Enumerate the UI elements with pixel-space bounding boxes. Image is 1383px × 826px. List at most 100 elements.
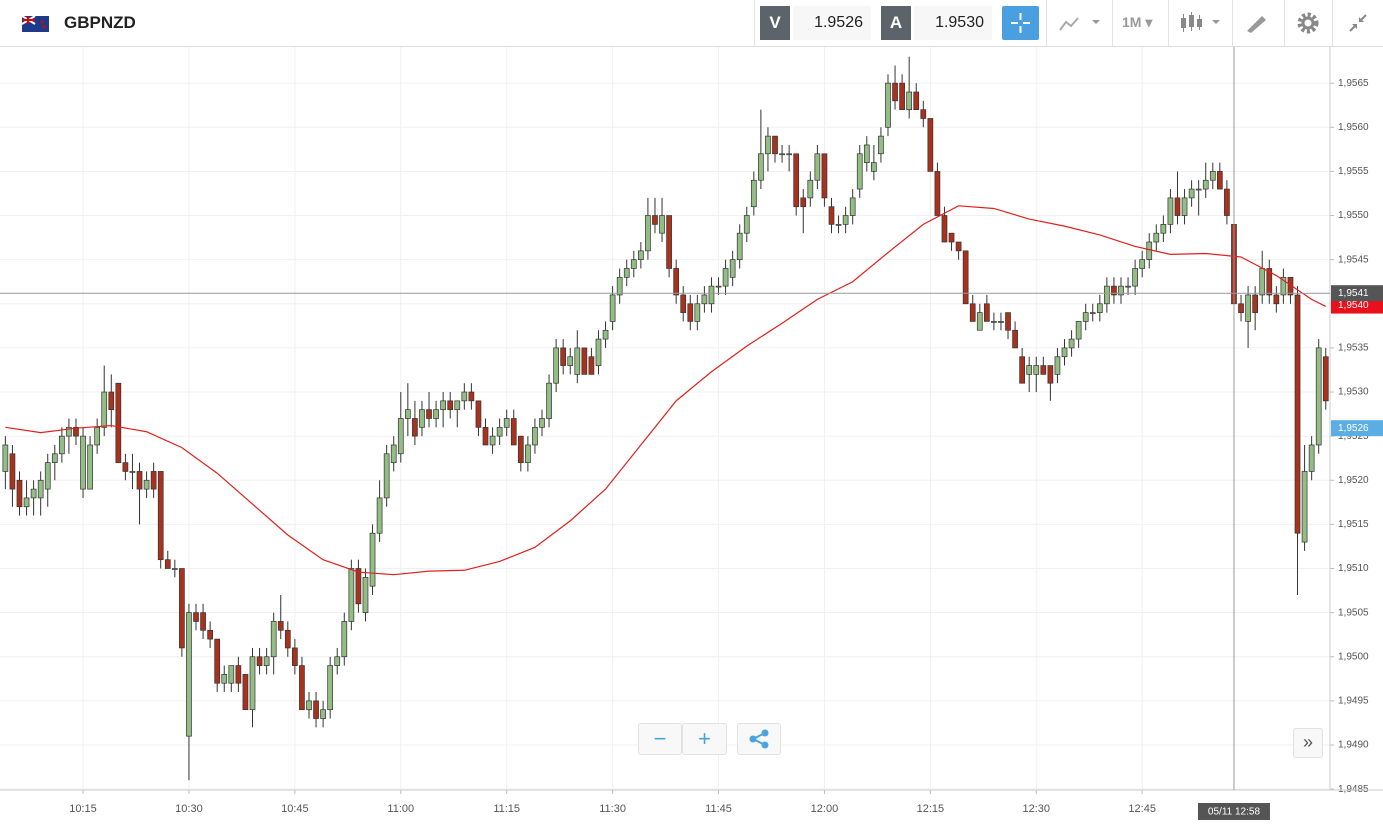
candle-body (1252, 294, 1259, 313)
candle-body (341, 621, 348, 658)
candle-body (758, 153, 764, 181)
candle-body (878, 135, 884, 155)
candle-body (955, 241, 962, 252)
candle-body (1202, 179, 1209, 190)
candle-body (779, 153, 785, 156)
y-tick-label: 1,9490 (1338, 740, 1369, 751)
candle-body (729, 259, 736, 278)
chart-type-button[interactable] (1056, 10, 1106, 36)
candle-body (376, 497, 383, 534)
candle-body (1315, 347, 1322, 446)
crosshair-time-box (1197, 803, 1270, 820)
x-tick-label: 11:00 (387, 803, 414, 815)
y-tick-label: 1,9560 (1338, 122, 1369, 133)
candle-body (772, 135, 778, 155)
scroll-latest-button[interactable]: » (1293, 728, 1323, 758)
candle-body (807, 179, 814, 199)
candle-body (242, 674, 249, 711)
candle-body (765, 135, 771, 155)
timeframe-button[interactable]: 1M ▾ (1122, 14, 1153, 30)
candle-body (306, 700, 312, 711)
candle-body (355, 568, 362, 605)
candle-body (927, 118, 934, 172)
separator (754, 0, 755, 46)
buy-label[interactable]: A (881, 6, 911, 40)
candle-body (983, 303, 990, 322)
candle-body (23, 497, 30, 508)
candle-body (101, 391, 108, 428)
candle-body (249, 656, 256, 711)
candle-body (2, 444, 9, 472)
price-marker-label: 1,9526 (1338, 423, 1369, 434)
candle-body (793, 153, 800, 208)
candle-body (715, 285, 722, 288)
candle-body (87, 444, 93, 490)
candle-body (94, 426, 101, 446)
candle-type-button[interactable] (1178, 10, 1228, 36)
candle-body (447, 400, 454, 411)
candle-body (397, 418, 404, 455)
candle-body (496, 426, 503, 437)
candle-body (51, 453, 58, 463)
plot-background (0, 47, 1330, 790)
collapse-button[interactable] (1346, 11, 1370, 35)
x-tick-label: 12:45 (1128, 803, 1156, 815)
candle-body (277, 621, 284, 631)
sell-label[interactable]: V (760, 6, 790, 40)
candle-body (482, 426, 489, 446)
x-tick-label: 11:15 (493, 803, 520, 815)
candle-body (270, 621, 277, 658)
candle-body (419, 409, 425, 428)
candle-body (574, 347, 581, 375)
candle-body (292, 647, 298, 666)
candle-body (1075, 321, 1082, 340)
candle-body (1096, 303, 1103, 313)
candle-body (256, 656, 263, 666)
candle-body (284, 629, 291, 649)
candle-body (546, 382, 552, 419)
candle-body (1181, 197, 1188, 216)
candle-body (701, 294, 708, 305)
candle-body (525, 444, 531, 463)
candle-body (334, 656, 341, 666)
candle-body (433, 409, 439, 419)
candle-body (623, 268, 630, 278)
candle-body (998, 321, 1004, 323)
candle-body (9, 453, 16, 490)
candle-body (976, 312, 983, 331)
candle-body (454, 400, 461, 411)
candle-body (736, 232, 743, 261)
candle-body (517, 435, 524, 463)
candle-body (108, 391, 115, 411)
candle-body (1111, 285, 1117, 296)
settings-button[interactable] (1296, 11, 1320, 35)
candle-body (694, 303, 701, 322)
candle-body (609, 294, 616, 322)
candle-body (595, 338, 602, 366)
moving-average-line (5, 205, 1327, 576)
candle-body (941, 215, 948, 243)
candle-body (638, 250, 644, 261)
zoom-in-button[interactable]: + (682, 723, 727, 755)
sell-price[interactable]: 1.9526 (793, 6, 871, 40)
y-tick-label: 1,9505 (1338, 607, 1369, 618)
zoom-out-button[interactable]: − (638, 723, 682, 755)
y-tick-label: 1,9510 (1338, 563, 1369, 574)
y-tick-label: 1,9545 (1338, 254, 1369, 265)
candle-body (969, 303, 976, 322)
candle-body (1033, 365, 1040, 375)
candle-body (588, 356, 595, 375)
crosshair-button[interactable] (1002, 6, 1039, 40)
candle-body (313, 700, 319, 719)
candle-body (1259, 268, 1266, 296)
draw-button[interactable] (1244, 11, 1270, 35)
share-button[interactable] (737, 723, 781, 755)
candle-body (906, 91, 913, 111)
candle-body (1294, 294, 1301, 534)
y-tick-label: 1,9565 (1338, 78, 1369, 89)
candle-body (1153, 232, 1160, 243)
candle-body (1224, 188, 1230, 216)
buy-price[interactable]: 1.9530 (914, 6, 992, 40)
x-tick-label: 12:30 (1022, 803, 1050, 815)
candle-body (1188, 188, 1195, 199)
